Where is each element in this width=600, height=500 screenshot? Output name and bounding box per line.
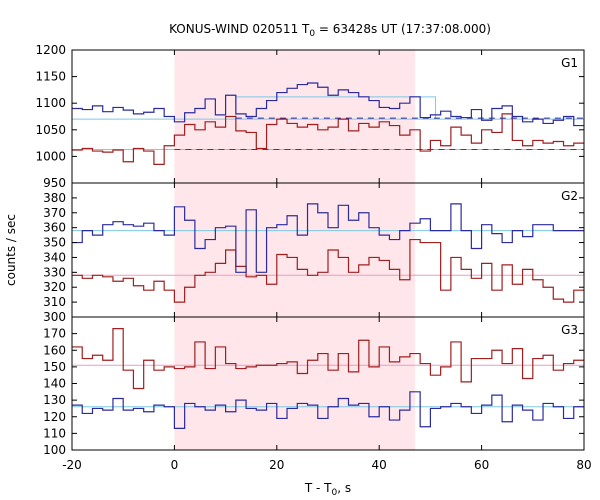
plot-layer: 95010001050110011501200G1300310320330340… bbox=[35, 43, 591, 472]
chart-title-rest: = 63428s UT (17:37:08.000) bbox=[315, 22, 491, 36]
y-tick-label: 950 bbox=[43, 176, 66, 190]
chart-title-sub: 0 bbox=[309, 29, 315, 39]
y-tick-label: 160 bbox=[43, 343, 66, 357]
x-tick-label: -20 bbox=[62, 458, 82, 472]
y-tick-label: 1200 bbox=[35, 43, 66, 57]
y-tick-label: 350 bbox=[43, 236, 66, 250]
y-tick-label: 110 bbox=[43, 426, 66, 440]
y-tick-label: 300 bbox=[43, 310, 66, 324]
y-tick-label: 1100 bbox=[35, 96, 66, 110]
y-tick-label: 1000 bbox=[35, 149, 66, 163]
panel-label: G1 bbox=[561, 56, 578, 70]
y-tick-label: 120 bbox=[43, 410, 66, 424]
y-tick-label: 340 bbox=[43, 250, 66, 264]
panel-label: G3 bbox=[561, 323, 578, 337]
x-tick-label: 20 bbox=[269, 458, 284, 472]
series-blue bbox=[72, 391, 584, 429]
panel-label: G2 bbox=[561, 189, 578, 203]
x-axis-label: T - T0, s bbox=[304, 481, 351, 498]
y-tick-label: 380 bbox=[43, 191, 66, 205]
y-tick-label: 150 bbox=[43, 360, 66, 374]
x-tick-label: 0 bbox=[171, 458, 179, 472]
chart-title-main: KONUS-WIND 020511 T bbox=[169, 22, 310, 36]
series-blue bbox=[72, 203, 584, 273]
y-tick-label: 1050 bbox=[35, 123, 66, 137]
x-axis-label-rest: , s bbox=[337, 481, 351, 495]
y-tick-label: 370 bbox=[43, 206, 66, 220]
x-tick-label: 60 bbox=[474, 458, 489, 472]
y-axis-label: counts / sec bbox=[4, 214, 18, 286]
y-tick-label: 130 bbox=[43, 393, 66, 407]
y-tick-label: 330 bbox=[43, 265, 66, 279]
chart-title: KONUS-WIND 020511 T0 = 63428s UT (17:37:… bbox=[169, 22, 491, 39]
x-tick-label: 80 bbox=[576, 458, 591, 472]
y-tick-label: 320 bbox=[43, 280, 66, 294]
x-axis-label-main: T - T bbox=[304, 481, 332, 495]
series-blue bbox=[72, 82, 584, 127]
panel-g1: 950 1000 1050 1100 1150 1200 G1 bbox=[35, 43, 585, 190]
series-red bbox=[72, 328, 584, 390]
series-red bbox=[72, 238, 584, 303]
shaded-interval bbox=[174, 50, 416, 450]
x-tick-label: 40 bbox=[372, 458, 387, 472]
x-axis-label-sub: 0 bbox=[332, 488, 338, 498]
series-red bbox=[72, 113, 584, 165]
y-tick-label: 360 bbox=[43, 221, 66, 235]
y-tick-label: 310 bbox=[43, 295, 66, 309]
y-tick-label: 170 bbox=[43, 327, 66, 341]
y-tick-label: 140 bbox=[43, 377, 66, 391]
panel-g3: 100 110 120 130 140 150 160 170 G3 bbox=[43, 316, 585, 457]
y-tick-label: 1150 bbox=[35, 70, 66, 84]
y-tick-label: 100 bbox=[43, 443, 66, 457]
